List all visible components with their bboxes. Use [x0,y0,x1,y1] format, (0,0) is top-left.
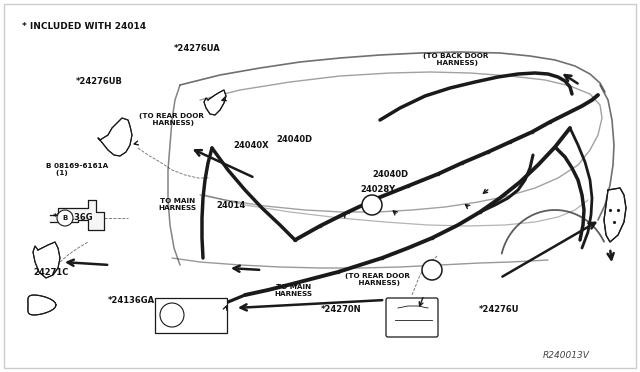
Text: (TO REAR DOOR
 HARNESS): (TO REAR DOOR HARNESS) [345,273,410,286]
Text: 24040D: 24040D [372,170,408,179]
Text: *24270N: *24270N [321,305,362,314]
Polygon shape [604,188,626,242]
Text: (TO BACK DOOR
 HARNESS): (TO BACK DOOR HARNESS) [423,53,488,66]
Circle shape [422,260,442,280]
Circle shape [57,210,73,226]
Text: *24136GA: *24136GA [108,296,155,305]
Circle shape [362,195,382,215]
Text: TO MAIN
HARNESS: TO MAIN HARNESS [274,285,312,297]
Text: 24014: 24014 [216,201,246,210]
Text: *24276UB: *24276UB [76,77,122,86]
Text: B: B [62,215,68,221]
Text: 24028Y: 24028Y [360,185,396,194]
Text: 24040X: 24040X [234,141,269,150]
Bar [155,298,227,333]
Text: *24276UA: *24276UA [174,44,221,53]
Polygon shape [204,90,226,115]
Text: R240013V: R240013V [543,351,590,360]
Polygon shape [28,295,56,315]
Circle shape [160,303,184,327]
Polygon shape [33,242,60,278]
Text: (TO REAR DOOR
 HARNESS): (TO REAR DOOR HARNESS) [139,113,204,125]
Text: 24271C: 24271C [33,268,68,277]
Polygon shape [98,118,132,156]
Text: *24276U: *24276U [479,305,519,314]
FancyBboxPatch shape [386,298,438,337]
Text: TO MAIN
HARNESS: TO MAIN HARNESS [159,198,197,211]
Text: *24136G: *24136G [52,213,93,222]
Text: 24040D: 24040D [276,135,312,144]
Polygon shape [50,200,104,230]
Text: B 08169-6161A
    (1): B 08169-6161A (1) [46,163,108,176]
Text: * INCLUDED WITH 24014: * INCLUDED WITH 24014 [22,22,146,31]
